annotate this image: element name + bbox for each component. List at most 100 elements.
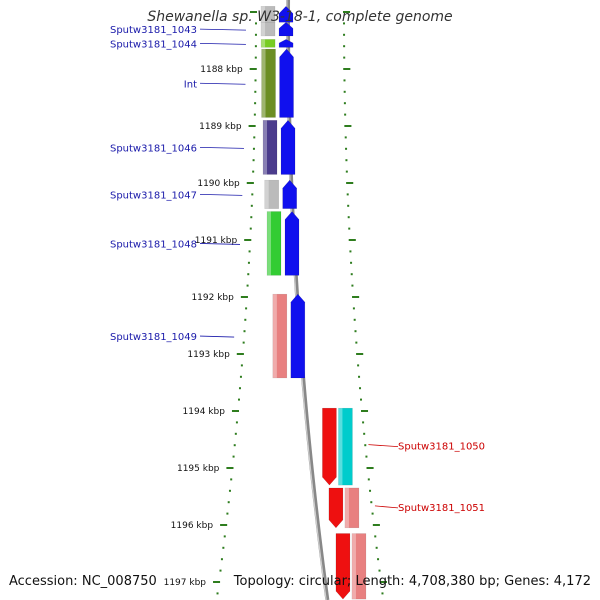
ruler-dot	[343, 22, 346, 25]
gene-g1050[interactable]	[322, 407, 353, 486]
gene-label[interactable]: Sputw3181_1050	[398, 442, 485, 453]
gene-g1044[interactable]	[260, 39, 294, 48]
ruler-dot	[249, 227, 252, 230]
ruler-dot	[235, 421, 238, 424]
cog-block	[264, 179, 279, 209]
gene-g1049[interactable]	[272, 293, 306, 379]
label-leader	[199, 82, 246, 85]
ruler-tick	[343, 68, 351, 70]
ruler-dot	[370, 501, 373, 504]
gene-arrow	[290, 293, 306, 379]
label-leader	[368, 444, 399, 448]
gene-g1051[interactable]	[328, 487, 360, 529]
gene-arrow	[322, 407, 337, 486]
ruler-tick	[361, 410, 369, 412]
ruler-dot	[344, 136, 347, 139]
gene-g1047[interactable]	[264, 179, 297, 209]
label-layer: Sputw3181_1043 Sputw3181_1044 Int Sputw3181…	[110, 25, 485, 514]
ruler-dot	[232, 455, 235, 458]
ruler-tick	[344, 125, 352, 127]
ruler-dot	[244, 318, 247, 321]
gene-arrow	[335, 533, 351, 600]
ruler-dot	[254, 102, 257, 105]
ruler-dot	[239, 375, 242, 378]
gene-gint[interactable]	[261, 48, 294, 118]
ruler-dot	[362, 421, 365, 424]
ruler-tick-label: 1196 kbp	[171, 521, 214, 531]
gene-arrow	[278, 5, 294, 23]
cog-block-shade	[267, 211, 272, 276]
ruler-tick	[226, 467, 234, 469]
cog-block	[261, 48, 276, 118]
topology-value: circular	[298, 574, 347, 589]
gene-arrow	[280, 119, 296, 175]
ruler-tick	[220, 524, 228, 526]
ruler-dot	[351, 284, 354, 287]
ruler-dot	[349, 250, 352, 253]
cog-block-shade	[263, 120, 268, 175]
ruler-dot	[352, 307, 355, 310]
length-label: Length:	[355, 574, 405, 589]
ruler-dot	[247, 261, 250, 264]
ruler-dot	[230, 478, 233, 481]
gene-label[interactable]: Sputw3181_1046	[110, 143, 197, 154]
ruler-tick	[236, 353, 244, 355]
ruler-dot	[254, 90, 257, 93]
ruler-dot	[227, 501, 230, 504]
ruler-tick	[379, 581, 387, 583]
ruler-dot	[343, 90, 346, 93]
ruler-dot	[345, 159, 348, 162]
gene-label[interactable]: Sputw3181_1051	[398, 503, 485, 514]
ruler-tick	[356, 353, 364, 355]
gene-label[interactable]: Int	[184, 79, 197, 90]
gene-arrow	[282, 179, 297, 209]
ruler-tick	[248, 125, 256, 127]
cog-block-shade	[261, 49, 266, 118]
gene-label[interactable]: Sputw3181_1049	[110, 332, 197, 343]
genes-value: 4,172	[553, 574, 591, 589]
ruler-tick-label: 1197 kbp	[164, 578, 207, 588]
ruler-tick-label: 1191 kbp	[195, 236, 238, 246]
cog-block-shade	[261, 6, 266, 23]
gene-g1046[interactable]	[262, 119, 296, 175]
gene-label[interactable]: Sputw3181_1048	[110, 239, 197, 250]
ruler-dot	[343, 79, 346, 82]
ruler-tick-label: 1189 kbp	[199, 122, 242, 132]
label-leader	[374, 505, 399, 509]
gene-label[interactable]: Sputw3181_1047	[110, 190, 197, 201]
ruler-dot	[345, 170, 348, 173]
ruler-tick	[240, 296, 248, 298]
ruler-dot	[250, 216, 253, 219]
ruler-dot	[252, 159, 255, 162]
ruler-dot	[343, 45, 346, 48]
gene-arrow	[284, 211, 300, 276]
gene-g1048[interactable]	[266, 211, 300, 276]
gene-label[interactable]: Sputw3181_1043	[110, 25, 197, 36]
ruler-dot	[220, 558, 223, 561]
ruler-dot	[219, 569, 222, 572]
gene-arrow	[278, 39, 294, 48]
ruler-right	[343, 11, 387, 595]
ruler-dot	[377, 558, 380, 561]
ruler-dot	[223, 535, 226, 538]
ruler-dot	[245, 307, 248, 310]
ruler-dot	[357, 364, 360, 367]
cog-block-shade	[261, 39, 266, 48]
cog-block	[344, 487, 360, 529]
gene-g1043[interactable]	[260, 21, 294, 37]
ruler-tick	[352, 296, 360, 298]
gene-g1052[interactable]	[335, 533, 367, 600]
ruler-dot	[240, 364, 243, 367]
ruler-dot	[252, 147, 255, 150]
cog-block	[338, 407, 353, 486]
ruler-dot	[363, 432, 366, 435]
gene-arrow	[278, 21, 294, 37]
gene-label[interactable]: Sputw3181_1044	[110, 39, 197, 50]
accession-value: NC_008750	[81, 574, 157, 589]
ruler-tick-label: 1190 kbp	[197, 179, 240, 189]
cog-block	[260, 22, 276, 37]
cog-block	[260, 39, 276, 48]
ruler-tick	[213, 581, 221, 583]
ruler-dot	[367, 478, 370, 481]
